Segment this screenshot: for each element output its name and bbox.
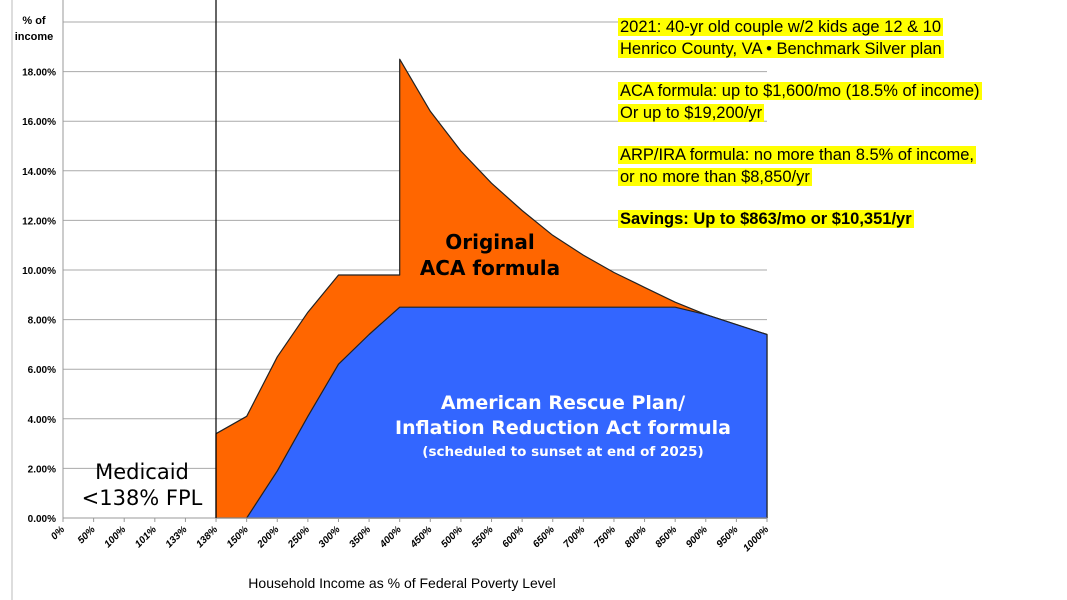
x-tick-label: 950% <box>715 524 741 550</box>
y-tick-label: 18.00% <box>22 68 56 79</box>
y-tick-label: 14.00% <box>22 167 56 178</box>
x-tick-label: 900% <box>684 524 710 550</box>
x-tick-label: 350% <box>347 524 373 550</box>
y-tick-label: 0.00% <box>28 514 56 525</box>
x-tick-label: 700% <box>562 524 588 550</box>
y-axis-label-line2: income <box>15 31 54 43</box>
x-tick-label: 650% <box>531 524 557 550</box>
note-arp-percent: ARP/IRA formula: no more than 8.5% of in… <box>618 146 977 164</box>
x-tick-label: 150% <box>225 524 251 550</box>
x-tick-label: 50% <box>76 524 98 546</box>
medicaid-label-line2: <138% FPL <box>82 486 203 510</box>
x-tick-label: 300% <box>317 524 343 550</box>
aca-label-line2: ACA formula <box>420 256 560 280</box>
x-tick-label: 250% <box>285 524 312 551</box>
note-aca-yearly: Or up to $19,200/yr <box>618 104 765 122</box>
x-tick-label: 101% <box>133 524 159 550</box>
arp-label-line3: (scheduled to sunset at end of 2025) <box>422 444 703 460</box>
arp-label-line1: American Rescue Plan/ <box>441 392 685 414</box>
medicaid-label-line1: Medicaid <box>95 460 189 484</box>
y-tick-label: 12.00% <box>22 216 56 227</box>
note-location: Henrico County, VA • Benchmark Silver pl… <box>618 40 944 58</box>
areas <box>215 58 768 519</box>
x-axis-label: Household Income as % of Federal Poverty… <box>248 575 555 591</box>
x-tick-label: 0% <box>49 524 67 542</box>
x-tick-label: 600% <box>500 524 526 550</box>
y-axis-label-line1: % of <box>22 15 46 27</box>
x-tick-labels: 0% 50% 100% 101% 133% 138% 150% 200% 250% 300% 350… <box>49 518 771 554</box>
arp-ira-area <box>246 306 768 519</box>
y-tick-label: 16.00% <box>22 117 56 128</box>
y-tick-label: 10.00% <box>22 266 56 277</box>
note-household: 2021: 40-yr old couple w/2 kids age 12 &… <box>618 18 944 36</box>
arp-label-line2: Inflation Reduction Act formula <box>395 417 731 439</box>
x-tick-label: 500% <box>439 524 465 550</box>
x-tick-label: 138% <box>194 524 220 550</box>
x-tick-label: 800% <box>623 524 649 550</box>
x-tick-label: 550% <box>470 524 496 550</box>
y-tick-label: 4.00% <box>28 415 56 426</box>
x-tick-label: 850% <box>653 524 679 550</box>
x-tick-label: 750% <box>592 524 618 550</box>
y-tick-labels: 0.00% 2.00% 4.00% 6.00% 8.00% 10.00% 12.00% 14.… <box>22 68 56 525</box>
x-tick-label: 133% <box>164 524 190 550</box>
note-arp-yearly: or no more than $8,850/yr <box>618 168 812 186</box>
note-savings: Savings: Up to $863/mo or $10,351/yr <box>618 210 914 228</box>
y-tick-label: 2.00% <box>28 464 56 475</box>
x-tick-label: 1000% <box>741 524 771 554</box>
notes-panel: 2021: 40-yr old couple w/2 kids age 12 &… <box>618 16 1058 250</box>
y-tick-label: 8.00% <box>28 316 56 327</box>
note-aca-monthly: ACA formula: up to $1,600/mo (18.5% of i… <box>618 82 982 100</box>
x-tick-label: 100% <box>102 524 128 550</box>
x-tick-label: 450% <box>408 524 435 551</box>
aca-label-line1: Original <box>445 230 534 254</box>
x-tick-label: 400% <box>377 524 404 551</box>
y-tick-label: 6.00% <box>28 365 56 376</box>
x-tick-label: 200% <box>255 524 282 551</box>
